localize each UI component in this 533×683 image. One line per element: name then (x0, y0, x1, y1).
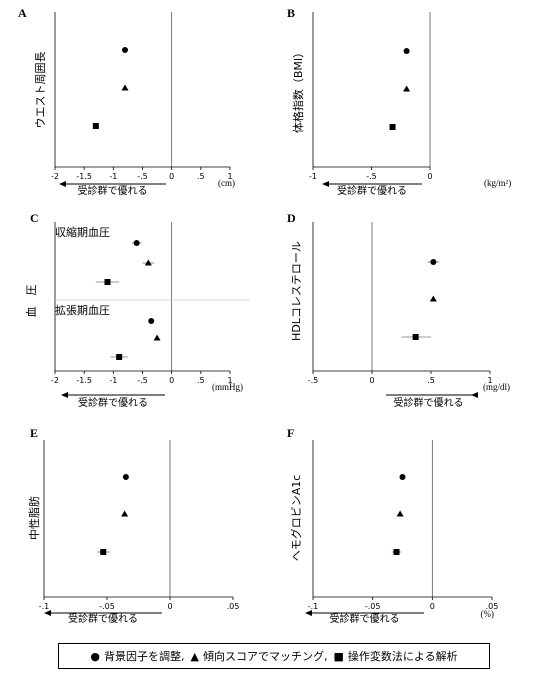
x-tick-label-b: 0 (427, 172, 432, 181)
x-tick-label-d: .5 (427, 376, 435, 385)
point-circle-c (148, 318, 155, 324)
x-tick-label-e: .05 (227, 602, 240, 611)
arrow-head-f (305, 610, 312, 616)
x-label-c: 受診群で優れる (78, 396, 148, 409)
x-label-a: 受診群で優れる (78, 184, 148, 197)
legend-label-iv: 操作変数法による解析 (347, 650, 458, 663)
point-circle-e (122, 474, 129, 480)
point-triangle-c (153, 334, 161, 341)
x-tick-label-e: -.05 (99, 602, 115, 611)
y-label-c: 血 圧 (24, 285, 38, 318)
panel-letter-e: E (30, 426, 38, 440)
point-square-a (92, 123, 99, 129)
point-circle-f (399, 474, 406, 480)
x-tick-label-a: -1.5 (76, 172, 92, 181)
point-circle-d (430, 259, 437, 265)
y-label-a: ウエスト周囲長 (34, 52, 47, 129)
y-label-f: ヘモグロビンA1c (289, 475, 303, 562)
point-triangle-b (403, 85, 411, 92)
x-tick-label-d: -.5 (308, 376, 319, 385)
panel-letter-f: F (287, 426, 294, 440)
x-tick-label-a: -2 (51, 172, 59, 181)
group-label-c-0: 収縮期血圧 (55, 225, 110, 239)
point-square-c (116, 354, 123, 360)
x-tick-label-a: -1 (109, 172, 117, 181)
panel-letter-d: D (287, 211, 296, 225)
legend-item-adjusted: ● 背景因子を調整, (90, 648, 184, 664)
arrow-head-c (61, 392, 68, 398)
unit-label-d: (mg/dl) (483, 382, 510, 392)
x-tick-label-f: -.1 (308, 602, 319, 611)
x-tick-label-c: -1.5 (76, 376, 92, 385)
point-triangle-e (121, 510, 129, 517)
point-triangle-c (144, 259, 152, 266)
point-circle-c (133, 240, 140, 246)
x-tick-label-e: 0 (167, 602, 172, 611)
circle-icon: ● (90, 649, 101, 663)
x-tick-label-f: .05 (486, 602, 499, 611)
x-tick-label-a: 0 (169, 172, 174, 181)
arrow-head-d (471, 392, 478, 398)
x-tick-label-b: -1 (309, 172, 317, 181)
x-label-f: 受診群で優れる (330, 612, 400, 625)
x-tick-label-d: 0 (369, 376, 374, 385)
group-label-c-1: 拡張期血圧 (55, 303, 110, 317)
x-tick-label-f: -.05 (365, 602, 381, 611)
arrow-head-b (322, 181, 329, 187)
y-label-b: 体格指数（BMI） (291, 47, 305, 133)
x-tick-label-c: .5 (197, 376, 205, 385)
legend-label-adjusted: 背景因子を調整, (104, 650, 185, 663)
point-triangle-d (429, 295, 437, 302)
arrow-head-a (59, 181, 66, 187)
point-square-d (412, 334, 419, 340)
legend: ● 背景因子を調整, ▲ 傾向スコアでマッチング, ■ 操作変数法による解析 (58, 643, 490, 669)
x-tick-label-f: 0 (430, 602, 435, 611)
x-tick-label-c: -2 (51, 376, 59, 385)
legend-label-matching: 傾向スコアでマッチング, (203, 650, 328, 663)
x-tick-label-c: 1 (227, 376, 232, 385)
unit-label-f: (%) (481, 609, 495, 619)
x-tick-label-c: -.5 (137, 376, 148, 385)
x-tick-label-a: .5 (197, 172, 205, 181)
y-label-d: HDLコレステロール (290, 241, 303, 341)
x-tick-label-a: -.5 (137, 172, 148, 181)
unit-label-c: (mmHg) (212, 382, 243, 392)
x-tick-label-a: 1 (227, 172, 232, 181)
point-square-f (393, 549, 400, 555)
arrow-head-e (44, 610, 51, 616)
y-label-e: 中性脂肪 (27, 496, 41, 540)
point-circle-a (122, 47, 128, 53)
x-tick-label-d: 1 (487, 376, 492, 385)
point-square-b (389, 124, 396, 130)
unit-label-b: (kg/m²) (484, 178, 511, 188)
triangle-icon: ▲ (190, 649, 199, 663)
panel-letter-c: C (30, 211, 39, 225)
point-triangle-f (396, 510, 404, 517)
point-circle-b (403, 48, 410, 54)
point-square-c (104, 279, 111, 285)
unit-label-a: (cm) (218, 178, 235, 188)
x-label-e: 受診群で優れる (68, 612, 138, 625)
panel-letter-b: B (287, 6, 295, 20)
point-square-e (100, 549, 107, 555)
x-tick-label-b: -.5 (366, 172, 377, 181)
square-icon: ■ (333, 649, 344, 663)
x-tick-label-e: -.1 (39, 602, 50, 611)
x-label-d: 受診群で優れる (394, 396, 464, 409)
x-tick-label-c: -1 (109, 376, 117, 385)
legend-item-matching: ▲ 傾向スコアでマッチング, (191, 648, 328, 664)
x-label-b: 受診群で優れる (337, 184, 407, 197)
point-triangle-a (121, 84, 129, 91)
panel-letter-a: A (18, 6, 27, 20)
legend-item-iv: ■ 操作変数法による解析 (334, 648, 458, 664)
x-tick-label-c: 0 (169, 376, 174, 385)
